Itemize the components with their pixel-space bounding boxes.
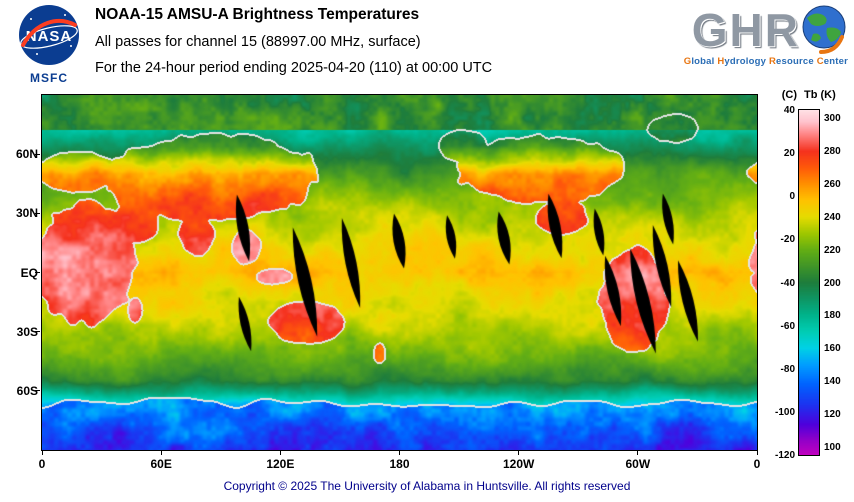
kelvin-tick-label: 160	[824, 343, 841, 355]
celsius-tick-label: -20	[780, 234, 795, 246]
brightness-temperature-map	[42, 95, 757, 450]
kelvin-tick-label: 280	[824, 146, 841, 158]
lat-tick-label: EQ	[20, 265, 38, 280]
colorbar-gradient	[799, 110, 819, 455]
colorbar-frame	[798, 109, 820, 456]
colorbar-celsius-header: (C)	[781, 89, 797, 101]
ghrc-tagline-word: Global	[683, 56, 718, 67]
figure-title: NOAA-15 AMSU-A Brightness Temperatures	[95, 6, 420, 23]
title-block: NOAA-15 AMSU-A Brightness Temperatures A…	[95, 6, 492, 76]
kelvin-tick-label: 200	[824, 277, 841, 289]
lon-tick-label: 0	[753, 457, 761, 471]
celsius-tick-label: -120	[774, 450, 795, 461]
ghrc-logo: GHR Global Hydrology Resource Center	[684, 4, 848, 67]
ghrc-letters: GHR	[691, 4, 800, 56]
lon-tickmark	[518, 451, 520, 455]
lon-tick-label: 180	[389, 457, 410, 471]
lon-tickmark	[399, 451, 400, 455]
kelvin-tick-label: 220	[824, 244, 841, 256]
lon-tickmark	[41, 451, 43, 455]
kelvin-tick-label: 240	[824, 211, 841, 223]
lat-tickmark	[35, 212, 40, 214]
celsius-tick-label: -80	[780, 363, 795, 375]
lat-tick-label: 60S	[16, 383, 38, 398]
celsius-tick-label: -60	[780, 320, 795, 332]
lon-tick-label: 60W	[625, 457, 651, 471]
lon-tickmark	[160, 451, 162, 455]
nasa-insignia-icon: NASA	[19, 5, 79, 65]
kelvin-tick-label: 300	[824, 113, 841, 125]
lat-tickmark	[35, 153, 40, 155]
lon-tickmark	[279, 451, 281, 455]
lat-tickmark	[35, 272, 40, 273]
ghrc-tagline-word: Center	[816, 56, 848, 67]
lat-tick-label: 30S	[16, 324, 38, 339]
celsius-tick-label: 20	[783, 148, 795, 160]
lat-tickmark	[35, 390, 40, 392]
lon-tick-label: 120W	[502, 457, 535, 471]
kelvin-tick-label: 140	[824, 376, 841, 388]
celsius-tick-label: 0	[789, 191, 795, 203]
ghrc-tagline-word: Hydrology	[717, 56, 769, 67]
lon-tick-label: 60E	[150, 457, 172, 471]
copyright-text: Copyright © 2025 The University of Alaba…	[223, 479, 631, 493]
lon-tick-label: 0	[38, 457, 46, 471]
nasa-center-label: MSFC	[30, 71, 68, 85]
celsius-tick-label: -100	[774, 406, 795, 418]
lat-tick-label: 30N	[15, 206, 38, 221]
lon-tickmark	[756, 451, 758, 455]
kelvin-tick-label: 180	[824, 310, 841, 322]
celsius-tick-label: 40	[783, 105, 795, 116]
kelvin-tick-label: 260	[824, 178, 841, 190]
figure-period: For the 24-hour period ending 2025-04-20…	[95, 60, 493, 76]
nasa-wordmark: NASA	[26, 28, 73, 45]
colorbar-kelvin-header: Tb (K)	[804, 89, 836, 101]
ghrc-tagline-word: Resource	[768, 56, 817, 67]
ghrc-tagline: Global Hydrology Resource Center	[684, 56, 848, 67]
map-frame	[41, 94, 758, 451]
lon-tick-label: 120E	[266, 457, 295, 471]
figure-subtitle: All passes for channel 15 (88997.00 MHz,…	[95, 34, 421, 50]
celsius-tick-label: -40	[780, 277, 795, 289]
nasa-logo: NASA MSFC	[10, 4, 88, 85]
kelvin-tick-label: 100	[824, 441, 841, 453]
kelvin-tick-label: 120	[824, 408, 841, 420]
ghrc-globe-icon	[802, 5, 846, 54]
lat-tickmark	[35, 331, 40, 333]
lat-tick-label: 60N	[15, 147, 38, 162]
lon-tickmark	[637, 451, 639, 455]
